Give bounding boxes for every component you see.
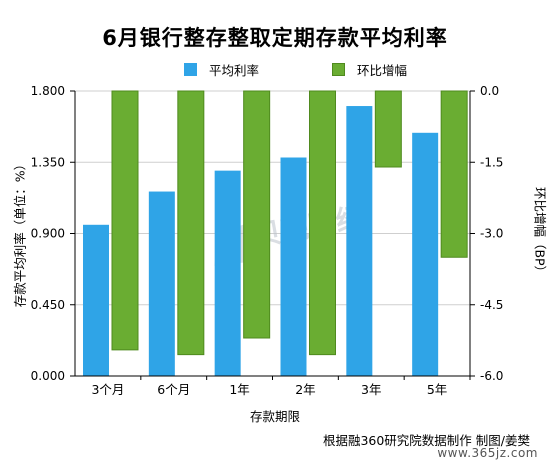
x-tick-label: 2年 [295,382,315,397]
x-tick-label: 3年 [361,382,381,397]
x-axis-label: 存款期限 [249,409,300,424]
x-tick-label: 3个月 [91,382,124,397]
bar-rate [148,191,175,376]
legend-label-rate: 平均利率 [209,62,260,78]
bar-change [440,90,468,258]
watermark-site: www.365jz.com [437,446,538,460]
bar-change [374,90,402,168]
y-tick-label-left: 1.800 [31,84,65,98]
y-tick-label-left: 0.900 [31,227,65,241]
bar-rate [83,224,109,376]
y-tick-label-right: -6.0 [480,369,503,383]
legend-swatch-change [332,62,345,76]
legend-swatch-rate [184,62,197,76]
y-tick-label-left: 1.350 [31,155,65,169]
bar-rate [346,106,373,377]
bar-rate [412,132,439,376]
y-axis-left-label: 存款平均利率（单位：%） [12,157,28,308]
bar-change [111,90,139,351]
x-tick-label: 1年 [229,382,249,397]
bar-rate [280,157,307,376]
bar-change [243,90,271,339]
x-tick-label: 6个月 [157,382,190,397]
chart-title: 6月银行整存整取定期存款平均利率 [102,26,448,50]
y-tick-label-right: -3.0 [480,227,503,241]
bar-rate [214,170,241,376]
bar-change [309,90,336,356]
y-tick-label-left: 0.000 [31,369,65,383]
legend-label-change: 环比增幅 [357,62,408,78]
bar-change [177,90,205,356]
legend-item-rate: 平均利率 [184,61,260,78]
source-note: 根据融360研究院数据制作 制图/姜樊 [322,433,530,448]
y-tick-label-right: 0.0 [480,84,499,98]
y-tick-label-left: 0.450 [31,298,65,312]
y-axis-right-label: 环比增幅（BP） [532,186,548,279]
x-tick-label: 5年 [427,382,447,397]
y-tick-label-right: -4.5 [480,298,503,312]
legend-item-change: 环比增幅 [332,61,408,78]
y-tick-label-right: -1.5 [480,155,503,169]
